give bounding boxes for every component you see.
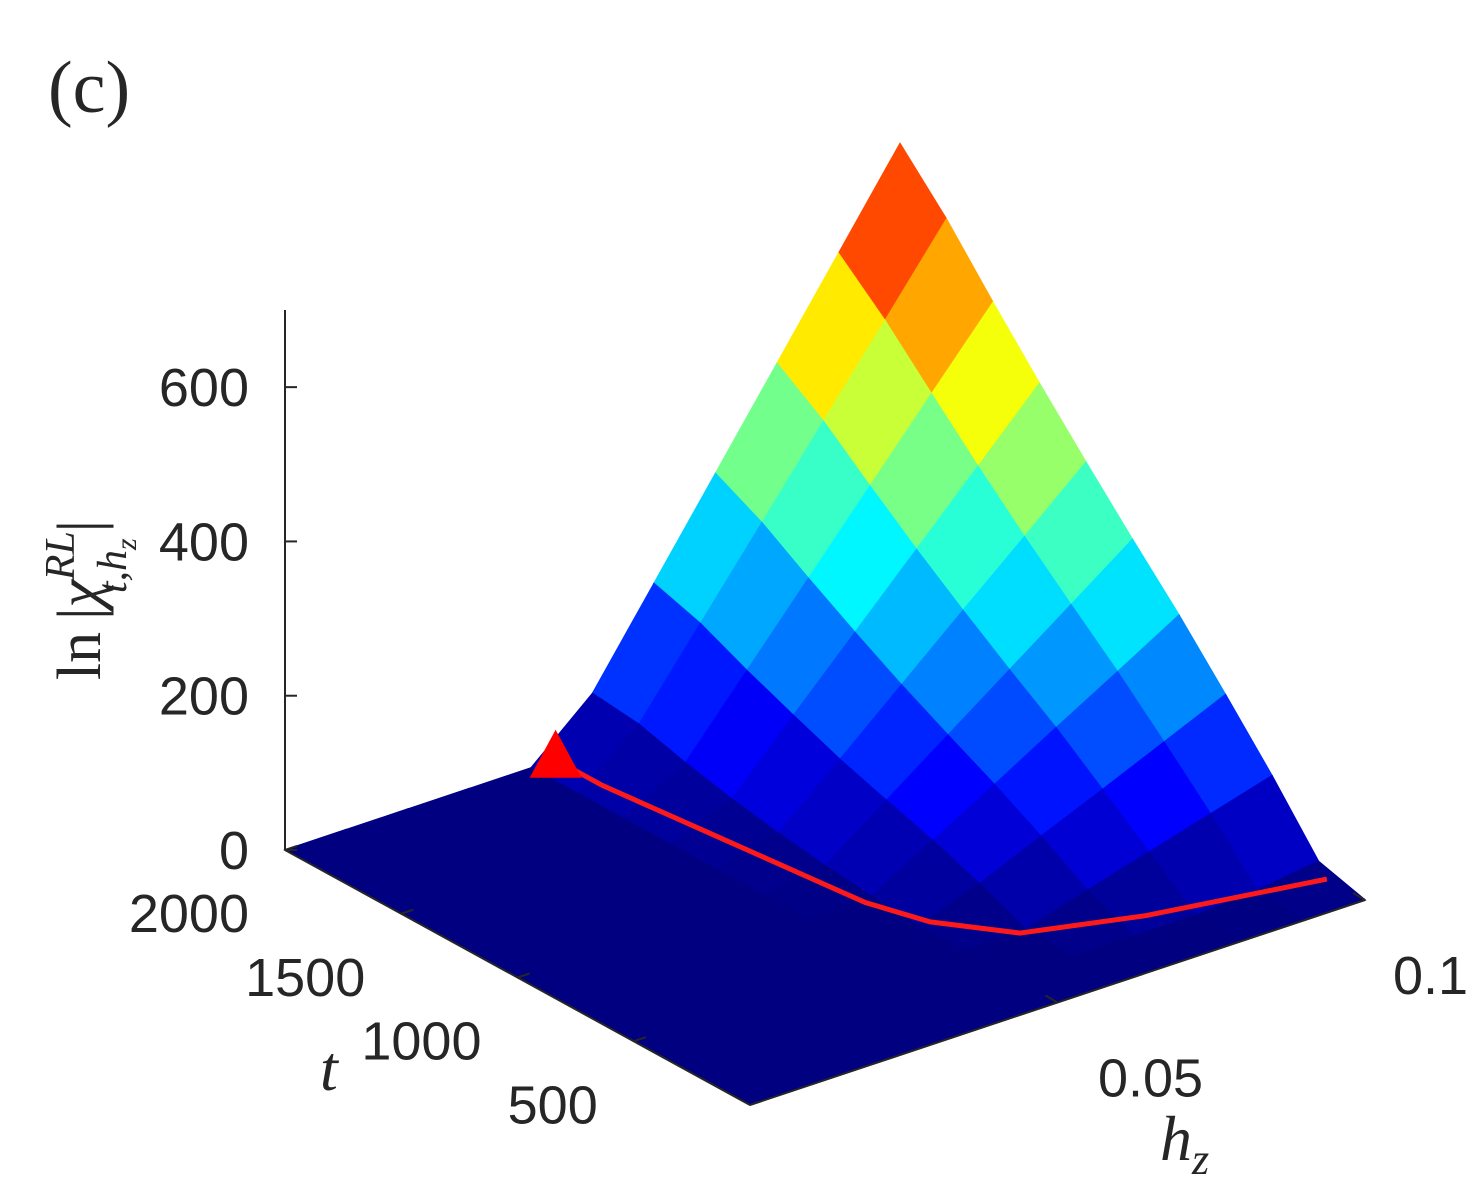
y-tick-label: 2000 [129,884,249,944]
y-tick [284,845,298,851]
x-label-base: h [1160,1103,1192,1174]
y-tick [517,972,530,979]
z-label-end: | [46,520,114,532]
z-label-subsub: z [110,538,143,551]
axes [284,310,1366,1106]
z-tick-label: 0 [219,821,249,881]
x-tick-label: 0.05 [1098,1049,1203,1109]
z-label-sup: RL [38,531,84,581]
z-label-sub: t,h [90,550,136,593]
z-label-bar: | [46,607,114,619]
panel-label: (c) [48,47,130,129]
x-axis-label: hz [1160,1103,1209,1183]
y-tick-label: 1500 [245,948,365,1008]
boundary-line [554,757,1328,936]
x-tick [1352,892,1366,901]
marker-triangle [529,729,582,778]
z-label-chi: χ [46,578,114,612]
z-tick-label: 200 [159,667,249,727]
y-axis-label: t [320,1033,340,1104]
x-tick-label: 0.1 [1393,946,1468,1006]
z-axis-label: ln|χRL t,hz| [38,520,143,680]
z-tick-label: 400 [159,512,249,572]
z-label-ln: ln [46,632,114,680]
surface [283,142,1367,1106]
y-tick-label: 1000 [361,1012,481,1072]
z-tick-label: 600 [159,358,249,418]
x-label-sub: z [1191,1135,1209,1183]
x-tick [1044,994,1059,1004]
y-tick [400,908,414,915]
y-tick [633,1036,647,1043]
y-tick-label: 500 [508,1075,598,1135]
